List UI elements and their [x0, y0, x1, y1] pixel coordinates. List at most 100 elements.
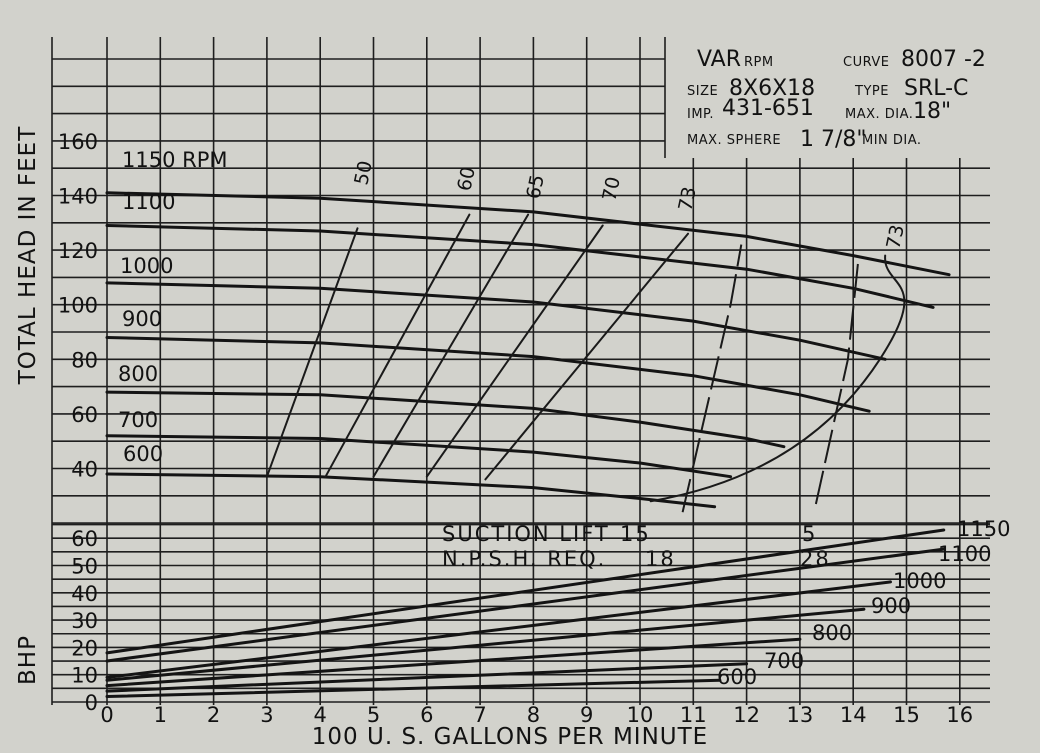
bhp-line-label: 800 — [812, 621, 852, 645]
bhp-y-tick-label: 40 — [71, 582, 98, 606]
suction-lift-value: 5 — [802, 522, 817, 546]
bhp-line — [105, 547, 946, 663]
x-tick-label: 6 — [420, 703, 433, 727]
size-value: 8X6X18 — [729, 76, 815, 101]
head-curve-label: 1100 — [122, 190, 175, 214]
head-y-axis-title: TOTAL HEAD IN FEET — [15, 126, 41, 386]
npsh-curve — [681, 244, 743, 513]
efficiency-curve — [484, 232, 689, 481]
bhp-y-tick-label: 10 — [71, 664, 98, 688]
bhp-line-label: 1100 — [938, 542, 991, 566]
suction-lift-value: 15 — [620, 522, 651, 546]
head-curve-label: 800 — [118, 362, 158, 386]
efficiency-curve — [265, 227, 359, 478]
efficiency-curve-label: 70 — [598, 175, 625, 203]
x-tick-label: 1 — [154, 703, 167, 727]
x-tick-label: 15 — [893, 703, 920, 727]
x-tick-label: 2 — [207, 703, 220, 727]
suction-lift-label: SUCTION LIFT — [442, 522, 610, 546]
head-y-tick-label: 100 — [58, 294, 98, 318]
efficiency-curve-label: 73 — [674, 185, 701, 213]
npsh-req-label: N.P.S.H. REQ. — [442, 547, 606, 571]
bhp-y-axis-title: BHP — [15, 635, 41, 685]
head-curve-label: 1000 — [120, 254, 173, 278]
npsh-req-value: 18 — [645, 547, 676, 571]
bhp-curves — [105, 528, 946, 698]
x-tick-label: 5 — [367, 703, 380, 727]
head-curve — [105, 434, 733, 479]
rpm-small-label: RPM — [744, 55, 774, 70]
head-curve-label: 1150 RPM — [122, 148, 228, 172]
bhp-line — [105, 607, 866, 682]
head-curve-label: 600 — [123, 442, 163, 466]
efficiency-curve-label: 60 — [453, 165, 480, 193]
curve-number: 8007 -2 — [901, 47, 986, 72]
bhp-line-label: 1000 — [893, 569, 946, 593]
maxdia-small-label: MAX. DIA. — [845, 107, 913, 122]
type-small-label: TYPE — [854, 84, 889, 99]
head-y-tick-label: 120 — [58, 239, 98, 263]
imp-small-label: IMP. — [687, 107, 714, 122]
npsh-req-value: 28 — [800, 547, 831, 571]
bhp-line-label: 1150 — [957, 517, 1010, 541]
rpm-value: VAR — [697, 47, 741, 72]
x-tick-label: 8 — [527, 703, 540, 727]
imp-value: 431-651 — [722, 96, 814, 121]
head-curve — [105, 472, 717, 509]
bhp-y-tick-label: 30 — [71, 609, 98, 633]
bhp-line-label: 700 — [764, 649, 804, 673]
x-tick-label: 11 — [680, 703, 707, 727]
head-y-tick-label: 160 — [58, 130, 98, 154]
head-curve — [105, 281, 887, 361]
head-y-tick-label: 40 — [71, 458, 98, 482]
size-small-label: SIZE — [687, 84, 718, 99]
head-curve-label: 900 — [122, 307, 162, 331]
bhp-line — [105, 662, 749, 693]
head-curve-label: 700 — [118, 408, 158, 432]
bhp-y-tick-label: 50 — [71, 555, 98, 579]
x-tick-label: 9 — [580, 703, 593, 727]
x-tick-label: 12 — [733, 703, 760, 727]
head-y-tick-label: 80 — [71, 348, 98, 372]
bhp-line-label: 600 — [717, 665, 757, 689]
efficiency-curve — [324, 213, 471, 478]
head-y-tick-label: 140 — [58, 185, 98, 209]
efficiency-curves — [265, 213, 906, 503]
x-tick-label: 7 — [473, 703, 486, 727]
bhp-line — [105, 528, 946, 655]
bhp-line — [105, 637, 802, 688]
efficiency-curve-label: 50 — [350, 159, 377, 187]
x-tick-label: 10 — [627, 703, 654, 727]
x-axis-title: 100 U. S. GALLONS PER MINUTE — [312, 724, 708, 750]
type-value: SRL-C — [904, 76, 968, 101]
bhp-y-tick-label: 60 — [71, 527, 98, 551]
head-curve — [105, 336, 871, 413]
x-tick-label: 14 — [840, 703, 867, 727]
curve-small-label: CURVE — [843, 55, 890, 70]
x-tick-label: 4 — [314, 703, 327, 727]
head-curve — [105, 390, 786, 449]
bhp-line-label: 900 — [871, 594, 911, 618]
mindia-small-label: MIN DIA. — [862, 133, 922, 148]
bhp-y-tick-label: 0 — [85, 691, 98, 715]
efficiency-curve — [649, 254, 906, 503]
sphere-value: 1 7/8" — [800, 127, 867, 152]
head-y-tick-label: 60 — [71, 403, 98, 427]
x-tick-label: 0 — [100, 703, 113, 727]
head-curve — [105, 191, 951, 277]
bhp-y-tick-label: 20 — [71, 636, 98, 660]
bhp-line — [105, 678, 722, 698]
efficiency-curve — [425, 224, 604, 478]
bhp-line — [105, 580, 892, 679]
efficiency-curve-label: 73 — [882, 223, 909, 251]
efficiency-curve — [372, 213, 530, 478]
x-tick-label: 16 — [946, 703, 973, 727]
maxdia-value: 18" — [913, 99, 951, 124]
head-curve — [105, 224, 935, 309]
npsh-curves — [681, 244, 860, 513]
head-curves — [105, 191, 951, 509]
sphere-small-label: MAX. SPHERE — [687, 133, 781, 148]
x-tick-label: 13 — [787, 703, 814, 727]
